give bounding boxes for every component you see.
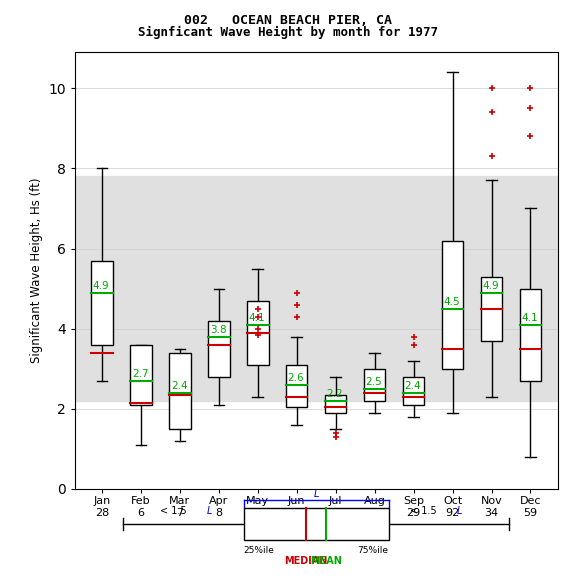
Text: MEAN: MEAN [310, 556, 342, 566]
Text: MEDIAN: MEDIAN [285, 556, 328, 566]
Bar [169, 353, 191, 429]
Text: < 1.5: < 1.5 [410, 506, 440, 516]
Text: 002   OCEAN BEACH PIER, CA: 002 OCEAN BEACH PIER, CA [183, 14, 392, 27]
Bar [442, 241, 463, 369]
Bar [403, 377, 424, 405]
Bar [481, 277, 502, 340]
Bar [244, 508, 389, 540]
Text: < 1.5: < 1.5 [160, 506, 190, 516]
Bar [247, 300, 269, 365]
Bar [520, 289, 541, 381]
Text: L: L [207, 506, 212, 516]
Text: 4.9: 4.9 [482, 281, 499, 291]
Bar [325, 395, 347, 413]
Text: 75%ile: 75%ile [358, 546, 389, 555]
Text: 2.7: 2.7 [132, 369, 148, 379]
Text: Signficant Wave Height by month for 1977: Signficant Wave Height by month for 1977 [137, 26, 438, 39]
Bar [131, 345, 152, 405]
Bar [286, 365, 308, 407]
Text: 4.9: 4.9 [93, 281, 109, 291]
Text: 2.6: 2.6 [288, 373, 304, 383]
Text: 4.1: 4.1 [522, 313, 538, 322]
Text: 2.5: 2.5 [366, 377, 382, 387]
Text: 2.4: 2.4 [404, 381, 421, 391]
Text: 25%ile: 25%ile [244, 546, 275, 555]
Text: 4.5: 4.5 [443, 296, 460, 307]
Y-axis label: Significant Wave Height, Hs (ft): Significant Wave Height, Hs (ft) [29, 178, 43, 363]
Bar [75, 176, 558, 401]
Bar [91, 260, 113, 345]
Bar [208, 321, 229, 377]
Text: 4.1: 4.1 [248, 313, 265, 322]
Text: 2.4: 2.4 [171, 381, 187, 391]
Text: L: L [313, 488, 319, 499]
Text: 3.8: 3.8 [210, 325, 227, 335]
Bar [364, 369, 385, 401]
Text: L: L [457, 506, 462, 516]
Text: 2.2: 2.2 [327, 389, 343, 399]
